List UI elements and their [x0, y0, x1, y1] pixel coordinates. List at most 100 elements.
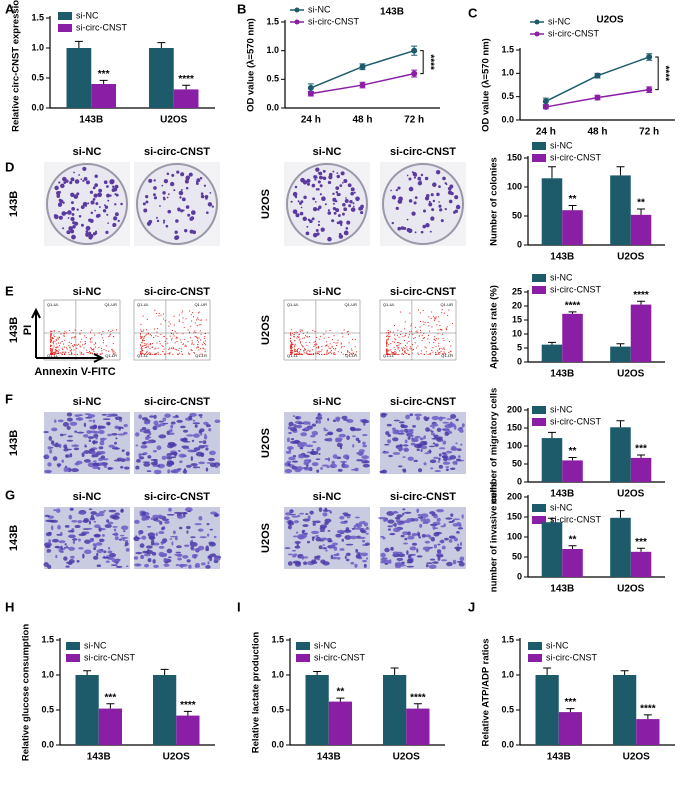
event — [51, 339, 53, 341]
event — [395, 352, 397, 354]
event — [313, 341, 315, 343]
event — [307, 353, 309, 355]
panel-letter: A — [5, 1, 15, 16]
cell — [387, 519, 395, 524]
legend-label: si-NC — [314, 640, 337, 650]
event — [140, 353, 142, 355]
colony — [82, 179, 85, 182]
error-bar — [183, 710, 192, 716]
legend-label: si-NC — [550, 404, 573, 414]
cell — [109, 553, 117, 558]
cell — [194, 523, 202, 526]
cell — [121, 449, 125, 452]
error-bar — [637, 547, 646, 552]
y-tick-label: 0.0 — [271, 739, 284, 749]
colony — [80, 178, 83, 181]
row-label: 143B — [8, 191, 20, 217]
cell — [46, 551, 51, 553]
colony — [173, 189, 176, 192]
event — [298, 333, 300, 335]
cell — [357, 536, 366, 540]
event — [146, 319, 148, 321]
significance: ** — [336, 687, 344, 698]
event — [300, 341, 302, 343]
event — [156, 342, 158, 344]
event — [314, 340, 316, 342]
colony — [435, 169, 441, 175]
significance: *** — [565, 697, 577, 708]
event — [147, 346, 149, 348]
event — [397, 346, 399, 348]
event — [74, 336, 76, 338]
colony — [102, 209, 107, 213]
colony — [188, 172, 193, 177]
cell — [412, 424, 416, 428]
cell — [434, 470, 442, 473]
cell — [309, 466, 313, 472]
row-label: U2OS — [260, 189, 272, 219]
event — [201, 353, 203, 355]
event — [147, 352, 149, 354]
legend-label: si-circ-CNST — [84, 652, 135, 662]
event — [398, 343, 400, 345]
cell — [103, 555, 106, 559]
cell — [115, 565, 123, 568]
event — [446, 326, 448, 328]
cell — [197, 528, 204, 532]
event — [154, 353, 156, 355]
event — [435, 317, 437, 319]
cell — [213, 513, 219, 518]
colony — [58, 181, 61, 184]
event — [321, 349, 323, 351]
event — [326, 349, 328, 351]
cell — [402, 456, 406, 458]
colony — [360, 204, 364, 209]
cell — [174, 553, 182, 556]
event — [184, 346, 186, 348]
cell — [141, 511, 147, 516]
event — [343, 329, 345, 331]
cell — [445, 450, 453, 454]
event — [141, 342, 143, 344]
event — [178, 320, 180, 322]
event — [441, 312, 443, 314]
event — [105, 350, 107, 352]
y-tick-label: 5 — [517, 342, 522, 352]
event — [64, 339, 66, 341]
cell — [448, 535, 456, 539]
event — [440, 347, 442, 349]
cell — [208, 428, 212, 432]
event — [347, 333, 349, 335]
event — [393, 346, 395, 348]
error-bar — [74, 40, 83, 48]
cell — [144, 563, 149, 568]
y-tick-label: 1.0 — [501, 68, 514, 78]
event — [316, 353, 318, 355]
cell — [98, 429, 105, 435]
colony — [156, 216, 158, 219]
event — [325, 345, 327, 347]
cell — [448, 539, 453, 543]
event — [64, 332, 66, 334]
point — [646, 86, 653, 93]
event — [326, 353, 328, 355]
colony — [103, 180, 108, 185]
colony — [174, 230, 178, 234]
event — [398, 353, 400, 355]
colony — [83, 176, 88, 181]
y-tick-label: 0.5 — [41, 704, 54, 714]
event — [171, 339, 173, 341]
event — [291, 351, 293, 353]
event — [167, 353, 169, 355]
event — [387, 332, 389, 334]
event — [294, 353, 296, 355]
micrograph — [134, 412, 221, 475]
colony — [191, 210, 196, 215]
cell — [424, 540, 431, 544]
cell — [171, 541, 174, 546]
cell — [183, 441, 191, 443]
error-bar — [616, 420, 625, 428]
colony — [67, 217, 70, 219]
event — [100, 353, 102, 355]
cell — [88, 520, 92, 525]
